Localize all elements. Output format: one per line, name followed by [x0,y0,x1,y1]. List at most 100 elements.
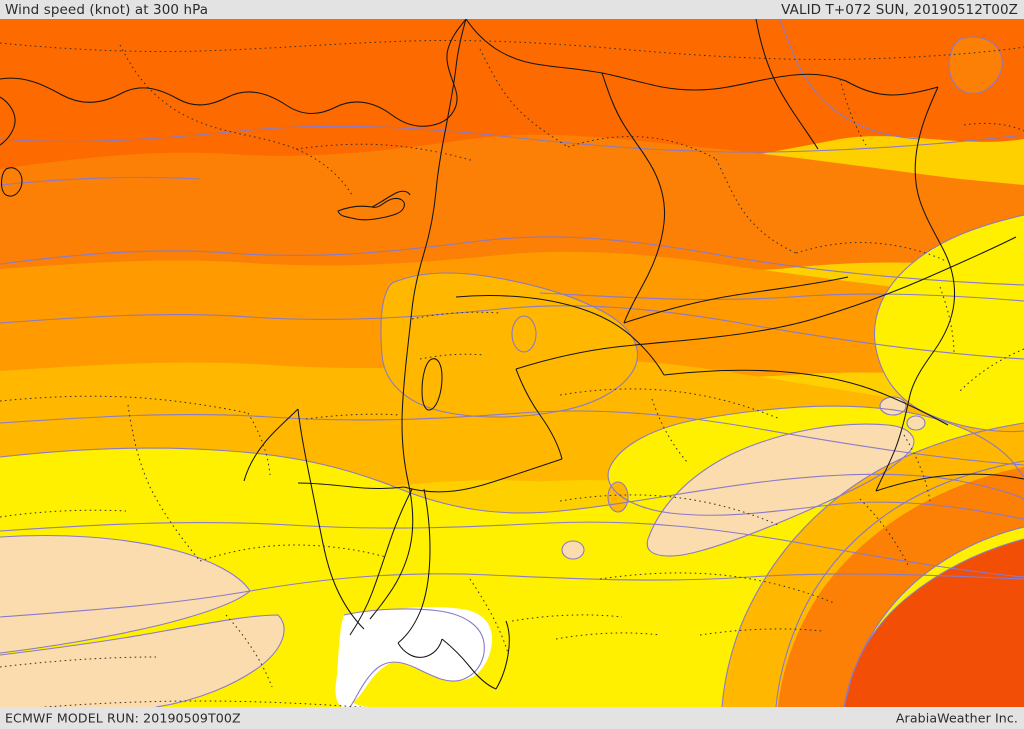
internal-boundary [559,388,781,420]
contour-line [0,573,1024,618]
contour-line [343,608,485,707]
internal-boundary [715,158,797,254]
internal-boundary [963,122,1024,132]
internal-boundaries-group [0,39,1024,707]
coastline-border-group [0,19,1024,690]
contour-line [0,236,1024,286]
contour-line [0,305,1024,360]
border-jordan-east [581,308,665,376]
border-iraq-iran [909,86,955,396]
coastline-levant [369,19,467,620]
coastline-red-sea-east [495,620,510,690]
contour-line [646,423,915,557]
internal-boundary [199,544,387,562]
fill-patch-white-minimum-lobe [335,608,485,707]
river-euphrates [623,276,849,324]
contour-line [607,418,1024,520]
border-syria-iraq [601,72,665,324]
contour-line [511,315,537,353]
internal-boundary [119,44,353,196]
fill-band-orange-southeast [776,461,1024,707]
fill-patch-amber-levant [381,273,638,417]
internal-boundary [699,628,823,636]
fill-patch-cream-left [0,535,250,653]
contour-line [906,415,926,431]
internal-boundary [305,413,401,420]
coastline-turkey-south [0,19,467,127]
river-nile-delta [243,408,299,482]
coastline-aqaba [441,638,497,690]
river-tigris [755,19,819,150]
coastline-arabian-gulf [875,473,1024,492]
border-turkey-iraq [845,80,939,96]
internal-boundary [127,404,201,562]
wind-speed-contour-map[interactable] [0,19,1024,707]
internal-boundary [567,136,717,160]
contour-line [0,614,285,707]
coastline-aegean [0,96,16,146]
map-canvas[interactable] [0,19,1024,707]
border-jordan-north [455,294,583,310]
fill-patch-cream-small-a [562,541,584,559]
footer-bar: ECMWF MODEL RUN: 20190509T00Z ArabiaWeat… [0,707,1024,729]
fill-patch-cream-central-saudi [647,424,914,556]
internal-boundary [39,700,366,707]
contour-line [561,540,585,560]
fill-patch-cream-small-c [907,416,925,430]
page-title: Wind speed (knot) at 300 hPa [5,1,209,18]
border-saudi-iraq [515,236,1017,370]
internal-boundary [903,434,931,502]
contour-line [0,447,1024,514]
fill-patch-cream-bottomleft [0,615,285,707]
internal-boundary [295,143,475,162]
contour-line [721,422,1024,707]
internal-boundary [839,78,867,146]
fill-patch-orange-ne-lobe [949,37,1003,94]
internal-boundary [511,614,623,622]
coastline-sinai-east [397,488,431,644]
internal-boundary [939,286,955,356]
contour-line [539,292,1024,302]
contour-line [879,396,907,416]
fill-band-amber-southeast [722,423,1024,707]
border-saudi-jordan-s [403,458,563,493]
internal-boundary [555,632,661,640]
model-run-label: ECMWF MODEL RUN: 20190509T00Z [5,710,241,726]
header-bar: Wind speed (knot) at 300 hPa VALID T+072… [0,0,1024,19]
border-egypt-sudan [297,482,405,490]
contour-lines-group [0,19,1024,707]
border-iraq-iran-s [875,394,911,492]
internal-boundary [599,572,835,604]
contour-line [0,410,1024,466]
coastline-sinai-west [349,488,413,636]
internal-boundary [479,48,569,148]
contour-line [0,125,1024,153]
contour-line [607,481,629,513]
contour-line [779,19,921,140]
border-syria-turkey [465,19,847,91]
river-nile [297,408,365,630]
contour-line [0,534,251,654]
contour-line [873,214,1024,433]
internal-boundary [0,39,1024,60]
border-saudi-jordan [515,368,563,460]
coastline-sinai-tip [397,638,443,658]
contour-line [843,538,1024,707]
internal-boundary [859,498,909,566]
contour-line [0,521,1024,578]
valid-time-label: VALID T+072 SUN, 20190512T00Z [781,1,1018,18]
internal-boundary [419,353,485,360]
coastline-cyprus-tail [371,190,411,208]
internal-boundary [559,494,779,526]
coastline-aegean-island [0,167,23,197]
contour-line [699,405,1024,478]
provider-label: ArabiaWeather Inc. [895,710,1018,726]
water-dead-sea [421,358,443,411]
fill-band-redorange-southeast [844,539,1024,707]
contour-line [380,272,638,418]
contour-line [948,36,1003,94]
internal-boundary [247,412,271,476]
contour-line [0,176,201,186]
coastline-gulf-south [663,369,949,426]
